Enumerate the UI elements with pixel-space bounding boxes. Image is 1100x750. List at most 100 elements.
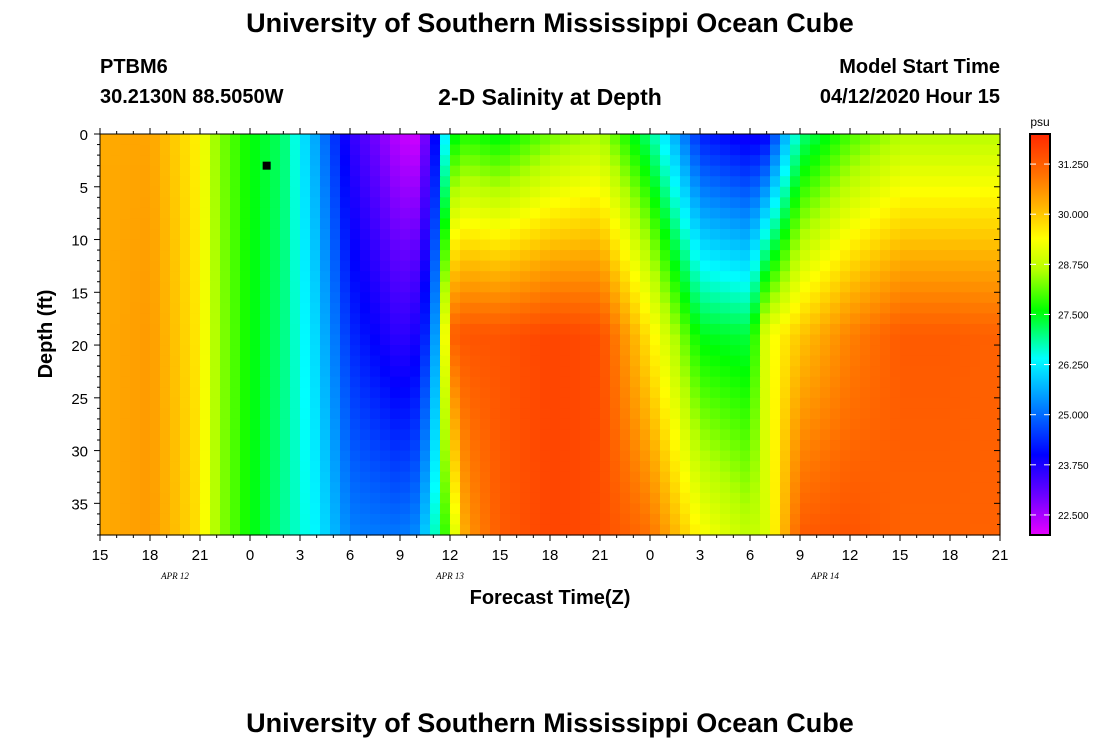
heat-cell	[110, 366, 121, 378]
heat-cell	[140, 503, 151, 515]
y-axis-title: Depth (ft)	[35, 290, 57, 379]
heat-cell	[300, 355, 311, 367]
heat-cell	[400, 176, 411, 188]
heat-cell	[420, 313, 431, 325]
heat-cell	[440, 503, 451, 515]
heat-cell	[570, 302, 581, 314]
heat-cell	[530, 355, 541, 367]
heat-cell	[420, 155, 431, 167]
heat-cell	[130, 429, 141, 441]
heat-cell	[210, 165, 221, 177]
heat-cell	[480, 471, 491, 483]
heat-cell	[550, 418, 561, 431]
heat-cell	[990, 134, 1001, 146]
heat-cell	[320, 323, 331, 336]
heat-cell	[870, 144, 881, 156]
heat-cell	[580, 355, 591, 367]
heat-cell	[190, 492, 201, 504]
heat-cell	[620, 418, 631, 431]
heat-cell	[950, 218, 961, 230]
heat-cell	[900, 260, 911, 272]
heat-cell	[140, 207, 151, 220]
heat-cell	[140, 186, 151, 198]
heat-cell	[580, 376, 591, 388]
heat-cell	[490, 503, 501, 515]
heat-cell	[310, 292, 321, 304]
heat-cell	[390, 218, 401, 230]
heat-cell	[450, 387, 461, 399]
heat-cell	[590, 461, 601, 473]
heat-cell	[510, 440, 521, 452]
heat-cell	[290, 239, 301, 251]
heat-cell	[810, 134, 821, 146]
heat-cell	[900, 271, 911, 283]
heat-cell	[650, 503, 661, 515]
heat-cell	[460, 492, 471, 504]
heat-cell	[840, 492, 851, 504]
heat-cell	[730, 387, 741, 399]
heat-cell	[760, 376, 771, 388]
heat-cell	[550, 313, 561, 325]
heat-cell	[420, 524, 431, 536]
heat-cell	[270, 503, 281, 515]
heat-cell	[240, 197, 251, 209]
heat-cell	[390, 186, 401, 198]
heat-cell	[230, 281, 241, 293]
heat-cell	[250, 513, 261, 526]
heat-cell	[490, 313, 501, 325]
heat-cell	[600, 197, 611, 209]
heat-cell	[780, 503, 791, 515]
heat-cell	[430, 250, 441, 262]
heat-cell	[220, 228, 231, 241]
heat-cell	[210, 408, 221, 420]
heat-cell	[650, 376, 661, 388]
heat-cell	[730, 513, 741, 526]
heat-cell	[910, 366, 921, 378]
heat-cell	[580, 387, 591, 399]
y-tick-label: 0	[80, 127, 88, 144]
heat-cell	[450, 165, 461, 177]
heat-cell	[230, 176, 241, 188]
heat-cell	[650, 334, 661, 346]
heat-cell	[990, 355, 1001, 367]
heat-cell	[450, 471, 461, 483]
heat-cell	[480, 186, 491, 198]
heat-cell	[330, 471, 341, 483]
heat-cell	[380, 144, 391, 156]
heat-cell	[750, 334, 761, 346]
heat-cell	[380, 323, 391, 336]
heat-cell	[370, 461, 381, 473]
heat-cell	[140, 292, 151, 304]
heat-cell	[120, 366, 131, 378]
heat-cell	[770, 345, 781, 357]
heat-cell	[700, 366, 711, 378]
heat-cell	[210, 418, 221, 431]
heat-cell	[650, 155, 661, 167]
heat-cell	[980, 134, 991, 146]
heat-cell	[520, 513, 531, 526]
heat-cell	[710, 408, 721, 420]
heat-cell	[690, 197, 701, 209]
heat-cell	[880, 313, 891, 325]
heat-cell	[540, 176, 551, 188]
heat-cell	[460, 397, 471, 409]
heat-cell	[810, 482, 821, 494]
heat-cell	[320, 281, 331, 293]
heat-cell	[970, 376, 981, 388]
heat-cell	[260, 461, 271, 473]
heat-cell	[280, 239, 291, 251]
heat-cell	[680, 387, 691, 399]
heat-cell	[680, 197, 691, 209]
heat-cell	[770, 281, 781, 293]
heat-cell	[710, 440, 721, 452]
heat-cell	[930, 376, 941, 388]
heat-cell	[850, 429, 861, 441]
heat-cell	[250, 503, 261, 515]
heat-cell	[980, 260, 991, 272]
heat-cell	[180, 482, 191, 494]
heat-cell	[580, 239, 591, 251]
heat-cell	[470, 155, 481, 167]
heat-cell	[530, 228, 541, 241]
heat-cell	[310, 186, 321, 198]
heat-cell	[880, 302, 891, 314]
